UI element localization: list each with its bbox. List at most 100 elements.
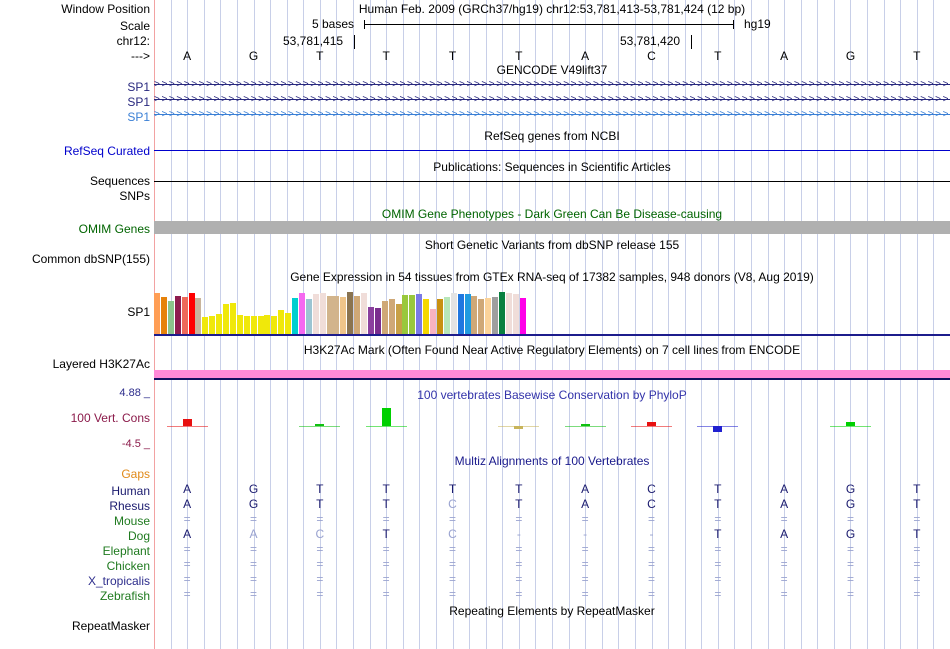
gene-row-label-2[interactable]: SP1 — [127, 95, 150, 109]
gtex-tissue-bar[interactable] — [485, 298, 492, 334]
gtex-tissue-bar[interactable] — [326, 296, 333, 334]
track-label-snps[interactable]: SNPs — [119, 189, 150, 203]
gtex-tissue-bar[interactable] — [443, 297, 450, 334]
track-label-sequences[interactable]: Sequences — [89, 174, 150, 188]
gtex-tissue-bar[interactable] — [367, 307, 374, 334]
gtex-tissue-bar[interactable] — [188, 293, 195, 334]
species-label-zebrafish[interactable]: Zebrafish — [99, 589, 150, 603]
gtex-tissue-bar[interactable] — [181, 297, 188, 334]
gtex-tissue-bar[interactable] — [361, 293, 367, 334]
species-label-human[interactable]: Human — [111, 484, 150, 498]
gtex-tissue-bar[interactable] — [202, 317, 209, 334]
gtex-tissue-bar[interactable] — [292, 298, 298, 334]
phylop-score-bar[interactable] — [646, 422, 657, 426]
phylop-score-bar[interactable] — [381, 408, 391, 426]
gene-row-label-1[interactable]: SP1 — [127, 80, 150, 94]
species-label-x-tropicalis[interactable]: X_tropicalis — [87, 574, 150, 588]
gtex-tissue-bar[interactable] — [471, 296, 478, 334]
track-label-repeatmasker[interactable]: RepeatMasker — [71, 619, 150, 633]
gtex-tissue-bar[interactable] — [347, 292, 354, 334]
gtex-tissue-bar[interactable] — [381, 301, 388, 334]
gtex-tissue-bar[interactable] — [229, 303, 236, 334]
gtex-tissue-bar[interactable] — [257, 316, 264, 334]
track-label-100-vert-cons[interactable]: 100 Vert. Cons — [70, 411, 150, 425]
gtex-tissue-bar[interactable] — [236, 315, 243, 334]
track-label-gtex-sp1[interactable]: SP1 — [127, 305, 150, 319]
phylop-conservation-plot[interactable] — [154, 400, 950, 448]
gtex-tissue-bar[interactable] — [243, 316, 250, 334]
species-label-rhesus[interactable]: Rhesus — [109, 499, 150, 513]
phylop-score-bar[interactable] — [580, 423, 590, 426]
gtex-tissue-bar[interactable] — [174, 296, 181, 334]
gtex-tissue-bar[interactable] — [450, 293, 457, 334]
gtex-track-title: Gene Expression in 54 tissues from GTEx … — [290, 270, 814, 284]
refseq-curated-feature-line[interactable] — [154, 150, 950, 151]
gtex-tissue-bar[interactable] — [519, 298, 526, 334]
gtex-tissue-bar[interactable] — [209, 316, 216, 334]
gtex-tissue-bar[interactable] — [167, 301, 174, 334]
species-label-mouse[interactable]: Mouse — [113, 514, 150, 528]
phylop-score-bar[interactable] — [845, 422, 856, 426]
track-data-area[interactable]: Human Feb. 2009 (GRCh37/hg19) chr12:53,7… — [154, 0, 950, 649]
gene-row-label-3[interactable]: SP1 — [127, 110, 150, 124]
gtex-tissue-bar[interactable] — [278, 310, 285, 334]
gtex-tissue-bar[interactable] — [250, 316, 257, 334]
species-label-elephant[interactable]: Elephant — [102, 544, 150, 558]
gtex-tissue-bar[interactable] — [402, 295, 409, 334]
gtex-tissue-bar[interactable] — [430, 309, 436, 334]
species-label-chicken[interactable]: Chicken — [106, 559, 150, 573]
multiz-alignment-grid[interactable]: A G T T T T A C T A G T A G T T C T A C T A G T = = = = = = = = = = = = A A C T… — [154, 483, 950, 605]
gene-row-1[interactable]: >>>>>>>>>>>>>>>>>>>>>>>>>>>>>>>>>>>>>>>>… — [154, 79, 950, 90]
gtex-tissue-bar[interactable] — [416, 294, 423, 334]
phylop-score-bar[interactable] — [315, 424, 325, 426]
gtex-tissue-bar[interactable] — [264, 315, 271, 334]
species-label-dog[interactable]: Dog — [127, 529, 150, 543]
gtex-tissue-bar[interactable] — [457, 294, 464, 334]
gtex-tissue-bar[interactable] — [298, 293, 305, 334]
track-label-layered-h3k27ac[interactable]: Layered H3K27Ac — [52, 357, 150, 371]
gtex-tissue-bar[interactable] — [223, 304, 229, 334]
phylop-base-line — [299, 426, 341, 427]
sequences-feature-line[interactable] — [154, 181, 950, 182]
phylop-score-bar[interactable] — [182, 418, 192, 426]
track-label-common-dbsnp[interactable]: Common dbSNP(155) — [31, 252, 150, 266]
multiz-base-cell: A — [249, 527, 258, 541]
gtex-tissue-bar[interactable] — [374, 308, 381, 334]
gtex-tissue-bar[interactable] — [512, 294, 519, 334]
gtex-tissue-bar[interactable] — [478, 299, 485, 334]
multiz-base-cell: = — [183, 557, 191, 571]
gtex-tissue-bar[interactable] — [409, 295, 416, 334]
gtex-tissue-bar[interactable] — [285, 313, 292, 334]
gene-row-3[interactable]: >>>>>>>>>>>>>>>>>>>>>>>>>>>>>>>>>>>>>>>>… — [154, 109, 950, 120]
gtex-tissue-bar[interactable] — [492, 297, 499, 334]
gene-row-2[interactable]: >>>>>>>>>>>>>>>>>>>>>>>>>>>>>>>>>>>>>>>>… — [154, 94, 950, 105]
strand-arrow-label: ---> — [131, 49, 150, 63]
gtex-tissue-bar[interactable] — [340, 297, 347, 334]
gtex-tissue-bar[interactable] — [354, 296, 361, 334]
gtex-tissue-bar[interactable] — [271, 316, 278, 334]
gtex-tissue-bar[interactable] — [388, 299, 395, 334]
track-label-omim-genes[interactable]: OMIM Genes — [78, 222, 150, 236]
track-label-refseq-curated[interactable]: RefSeq Curated — [63, 144, 150, 158]
gtex-tissue-bar[interactable] — [436, 299, 443, 334]
gtex-tissue-bar[interactable] — [499, 292, 505, 334]
gtex-expression-bar-chart[interactable] — [154, 284, 534, 334]
gtex-tissue-bar[interactable] — [305, 299, 312, 334]
gtex-tissue-bar[interactable] — [464, 294, 471, 334]
phylop-score-bar[interactable] — [713, 426, 723, 433]
phylop-score-bar[interactable] — [514, 426, 524, 429]
gtex-tissue-bar[interactable] — [319, 293, 326, 334]
multiz-base-cell: = — [846, 587, 854, 601]
gtex-tissue-bar[interactable] — [505, 293, 512, 334]
gtex-tissue-bar[interactable] — [312, 294, 319, 334]
omim-gene-feature-bar[interactable] — [154, 221, 950, 234]
gtex-tissue-bar[interactable] — [216, 314, 223, 334]
gtex-tissue-bar[interactable] — [195, 298, 202, 334]
gtex-tissue-bar[interactable] — [333, 296, 340, 334]
gtex-tissue-bar[interactable] — [423, 299, 430, 334]
gtex-tissue-bar[interactable] — [154, 293, 160, 334]
gtex-tissue-bar[interactable] — [160, 297, 167, 334]
gtex-tissue-bar[interactable] — [395, 304, 402, 334]
h3k27ac-signal-fill[interactable] — [154, 370, 950, 378]
